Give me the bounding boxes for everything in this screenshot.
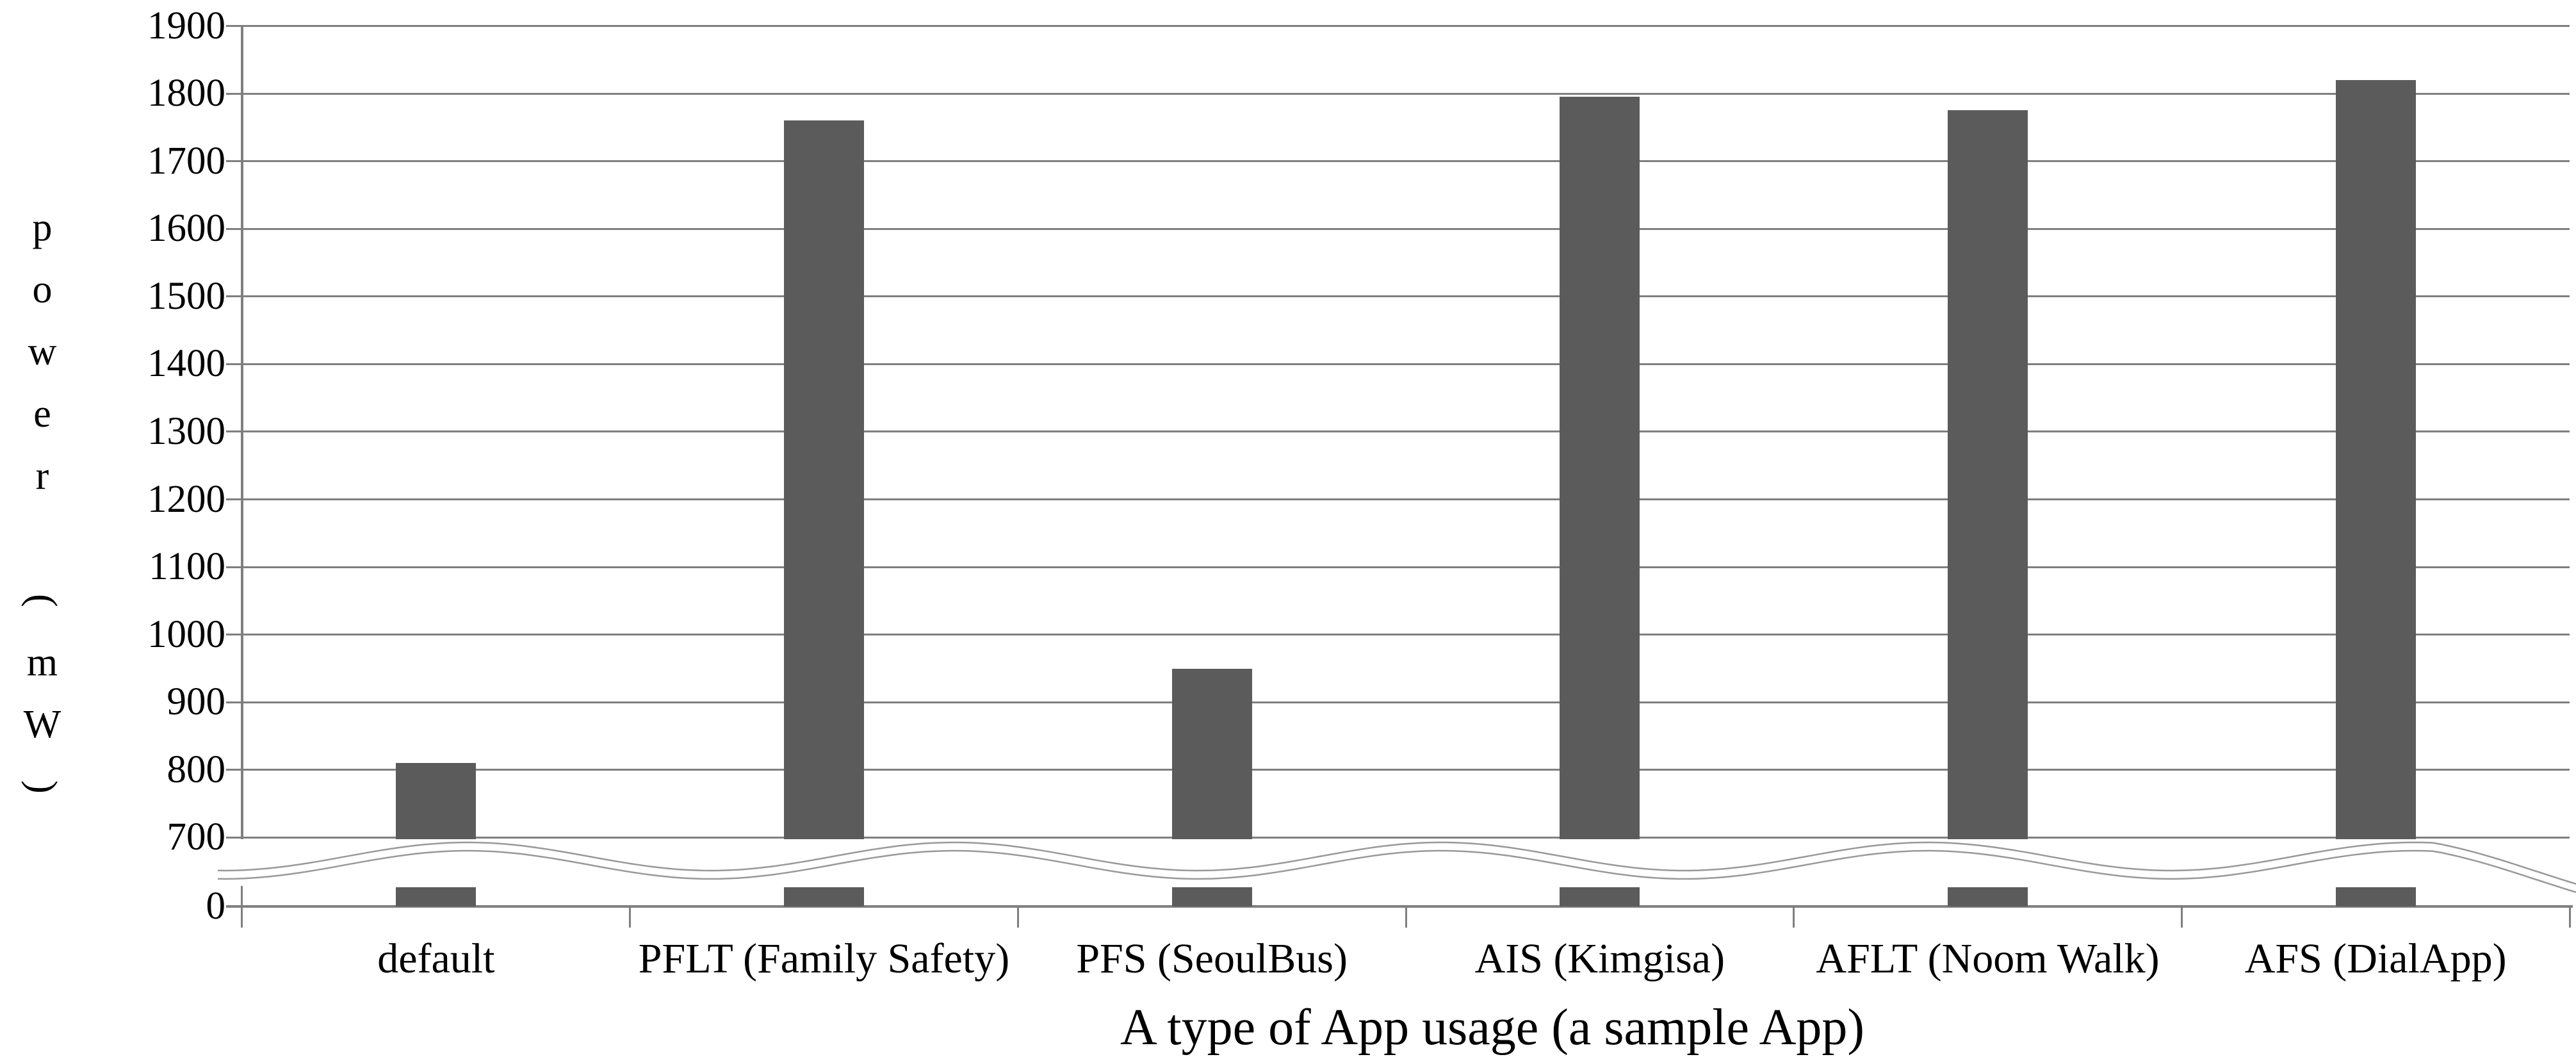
y-tick-label-0: 0	[206, 885, 226, 928]
y-tick-label-1200: 1200	[147, 477, 225, 521]
y-tick-label-800: 800	[167, 748, 226, 791]
bar-stub-AIS (Kimgisa)	[1560, 887, 1640, 906]
bar-PFLT (Family Safety)	[784, 120, 864, 840]
gridline-1700	[226, 160, 2570, 163]
bar-stub-AFS (DialApp)	[2335, 887, 2416, 906]
bar-stub-PFS (SeoulBus)	[1171, 887, 1252, 906]
gridline-1300	[226, 430, 2570, 433]
bar-stub-AFLT (Noom Walk)	[1948, 887, 2028, 906]
y-axis-line	[241, 26, 243, 840]
y-axis-title-char: e	[33, 392, 51, 436]
x-category-label-default: default	[377, 935, 495, 982]
bar-stub-default	[396, 887, 477, 906]
x-category-label-PFS (SeoulBus): PFS (SeoulBus)	[1076, 935, 1348, 982]
y-axis-title-char: p	[32, 206, 53, 249]
gridline-1100	[226, 566, 2570, 568]
y-tick-label-1400: 1400	[147, 342, 225, 386]
bar-AIS (Kimgisa)	[1560, 97, 1640, 840]
y-tick-label-900: 900	[167, 680, 226, 724]
gridline-1200	[226, 498, 2570, 501]
x-axis-line	[226, 905, 2573, 908]
bar-stub-PFLT (Family Safety)	[784, 887, 864, 906]
x-boundary-tick-6	[2568, 906, 2571, 928]
x-boundary-tick-1	[629, 906, 632, 928]
gridline-700	[226, 836, 2570, 839]
y-tick-label-1100: 1100	[149, 545, 225, 589]
y-tick-label-1000: 1000	[147, 612, 225, 656]
y-tick-label-1900: 1900	[147, 4, 225, 47]
break-wave-lower	[217, 849, 2576, 893]
x-boundary-tick-3	[1405, 906, 1407, 928]
y-tick-label-1300: 1300	[147, 409, 225, 453]
x-category-label-AFLT (Noom Walk): AFLT (Noom Walk)	[1816, 935, 2160, 982]
bar-AFLT (Noom Walk)	[1948, 110, 2028, 840]
y-tick-label-700: 700	[167, 815, 226, 859]
zero-axis-tick	[241, 886, 243, 928]
y-tick-label-1600: 1600	[147, 207, 225, 250]
gridline-1400	[226, 363, 2570, 365]
x-axis-title: A type of App usage (a sample App)	[1120, 999, 1864, 1056]
x-boundary-tick-5	[2180, 906, 2183, 928]
y-tick-label-1800: 1800	[147, 72, 225, 115]
gridline-800	[226, 769, 2570, 771]
x-category-label-AIS (Kimgisa): AIS (Kimgisa)	[1474, 935, 1725, 982]
x-category-label-AFS (DialApp): AFS (DialApp)	[2244, 935, 2507, 982]
y-axis-title-char: o	[32, 268, 53, 311]
y-axis-title-char: r	[35, 454, 49, 498]
bar-AFS (DialApp)	[2335, 79, 2416, 840]
gridline-1500	[226, 295, 2570, 298]
gridline-1900	[226, 25, 2570, 27]
y-axis-title-char: m	[26, 641, 58, 684]
bar-default	[396, 763, 477, 840]
y-tick-label-1500: 1500	[147, 274, 225, 318]
bar-PFS (SeoulBus)	[1171, 668, 1252, 840]
y-axis-title-char: W	[23, 703, 61, 746]
break-wave-upper	[217, 841, 2576, 885]
y-tick-label-1700: 1700	[147, 139, 225, 183]
gridline-1800	[226, 92, 2570, 95]
x-boundary-tick-4	[1793, 906, 1795, 928]
gridline-900	[226, 701, 2570, 703]
x-category-label-PFLT (Family Safety): PFLT (Family Safety)	[638, 935, 1010, 982]
x-boundary-tick-2	[1016, 906, 1019, 928]
gridline-1000	[226, 634, 2570, 636]
y-axis-title-char: w	[28, 330, 57, 373]
gridline-1600	[226, 227, 2570, 230]
